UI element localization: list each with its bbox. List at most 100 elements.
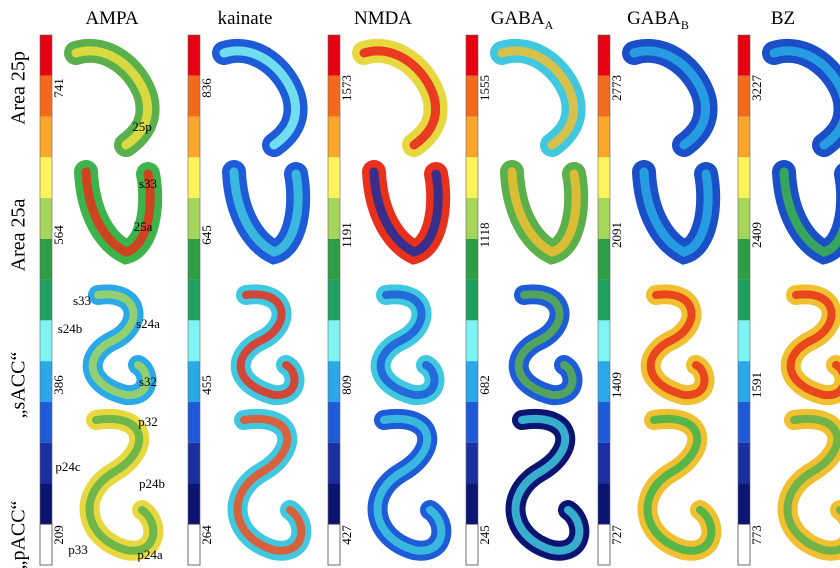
scale-segment xyxy=(188,280,200,321)
column-title: BZ xyxy=(771,8,795,29)
title-text: GABA xyxy=(627,8,681,29)
title-subscript: A xyxy=(545,18,554,32)
scale-segment xyxy=(40,402,52,443)
scale-segment xyxy=(40,483,52,524)
scale-segment xyxy=(598,157,610,198)
region-label: s33 xyxy=(73,293,91,308)
region-label: 25p xyxy=(132,119,152,134)
tissue-section xyxy=(512,172,576,252)
scale-label: 209 xyxy=(51,525,66,545)
tissue-section xyxy=(519,294,573,395)
scale-segment xyxy=(738,320,750,361)
scale-segment xyxy=(328,483,340,524)
region-label: 25a xyxy=(134,219,153,234)
tissue-section xyxy=(791,294,840,395)
tissue-section xyxy=(381,294,435,395)
scale-label: 2773 xyxy=(609,75,624,101)
scale-segment xyxy=(188,320,200,361)
tissue-section xyxy=(644,172,708,252)
tissue-section xyxy=(784,172,840,252)
scale-label: 727 xyxy=(609,525,624,545)
region-label: s32 xyxy=(139,374,157,389)
scale-segment xyxy=(328,117,340,158)
region-label: p32 xyxy=(138,414,158,429)
scale-segment xyxy=(598,402,610,443)
scale-segment xyxy=(738,280,750,321)
scale-segment xyxy=(598,320,610,361)
scale-label: 1409 xyxy=(609,372,624,398)
region-label: p24a xyxy=(137,547,163,562)
scale-segment xyxy=(188,157,200,198)
scale-segment xyxy=(466,280,478,321)
scale-label: 1573 xyxy=(339,75,354,101)
title-subscript: B xyxy=(681,18,689,32)
scale-label: 773 xyxy=(749,525,764,545)
tissue-section xyxy=(364,51,436,145)
scale-segment xyxy=(40,280,52,321)
scale-label: 1118 xyxy=(477,222,492,247)
scale-segment xyxy=(738,402,750,443)
scale-segment xyxy=(188,35,200,76)
scale-segment xyxy=(466,320,478,361)
scale-label: 245 xyxy=(477,525,492,545)
scale-segment xyxy=(466,443,478,484)
scale-label: 1591 xyxy=(749,372,764,398)
tissue-section xyxy=(238,419,302,551)
region-label: p24c xyxy=(55,459,81,474)
scale-segment xyxy=(466,483,478,524)
row-label: „sACC“ xyxy=(8,352,30,419)
row-label: Area 25a xyxy=(8,199,30,272)
figure: Area 25pArea 25a„sACC“„pACC“AMPA74156438… xyxy=(0,0,840,568)
scale-segment xyxy=(328,320,340,361)
scale-segment xyxy=(40,320,52,361)
scale-segment xyxy=(328,443,340,484)
region-label: s33 xyxy=(139,176,157,191)
scale-segment xyxy=(466,402,478,443)
scale-label: 264 xyxy=(199,525,214,545)
region-label: p24b xyxy=(139,476,165,491)
page: Area 25pArea 25a„sACC“„pACC“AMPA74156438… xyxy=(0,0,840,568)
row-label: „pACC“ xyxy=(8,500,30,568)
scale-label: 427 xyxy=(339,525,354,545)
tissue-section xyxy=(774,51,840,145)
tissue-section xyxy=(788,419,840,551)
column-title: NMDA xyxy=(354,8,412,29)
scale-segment xyxy=(598,280,610,321)
title-text: kainate xyxy=(218,8,273,29)
title-text: AMPA xyxy=(85,8,138,29)
scale-label: 836 xyxy=(199,78,214,98)
region-label: s24a xyxy=(136,316,160,331)
scale-label: 2091 xyxy=(609,222,624,248)
scale-segment xyxy=(328,402,340,443)
tissue-section xyxy=(378,419,442,551)
scale-segment xyxy=(738,443,750,484)
column-title: GABAA xyxy=(491,8,554,32)
scale-segment xyxy=(598,483,610,524)
scale-segment xyxy=(598,35,610,76)
tissue-section xyxy=(502,51,574,145)
scale-label: 455 xyxy=(199,375,214,395)
scale-label: 645 xyxy=(199,225,214,245)
scale-segment xyxy=(328,157,340,198)
scale-segment xyxy=(40,157,52,198)
title-text: GABA xyxy=(491,8,545,29)
scale-segment xyxy=(466,35,478,76)
scale-label: 809 xyxy=(339,375,354,395)
region-label: s24b xyxy=(58,321,83,336)
scale-segment xyxy=(466,157,478,198)
tissue-outer xyxy=(774,51,840,145)
tissue-section xyxy=(234,172,298,252)
tissue-section xyxy=(224,51,296,145)
scale-label: 1555 xyxy=(477,75,492,101)
scale-segment xyxy=(598,117,610,158)
scale-label: 1191 xyxy=(339,222,354,248)
scale-segment xyxy=(328,280,340,321)
scale-segment xyxy=(328,35,340,76)
scale-segment xyxy=(466,117,478,158)
scale-segment xyxy=(188,402,200,443)
tissue-section xyxy=(651,294,705,395)
scale-label: 3227 xyxy=(749,75,764,102)
column-title: GABAB xyxy=(627,8,689,32)
scale-segment xyxy=(738,483,750,524)
column-title: kainate xyxy=(218,8,273,29)
